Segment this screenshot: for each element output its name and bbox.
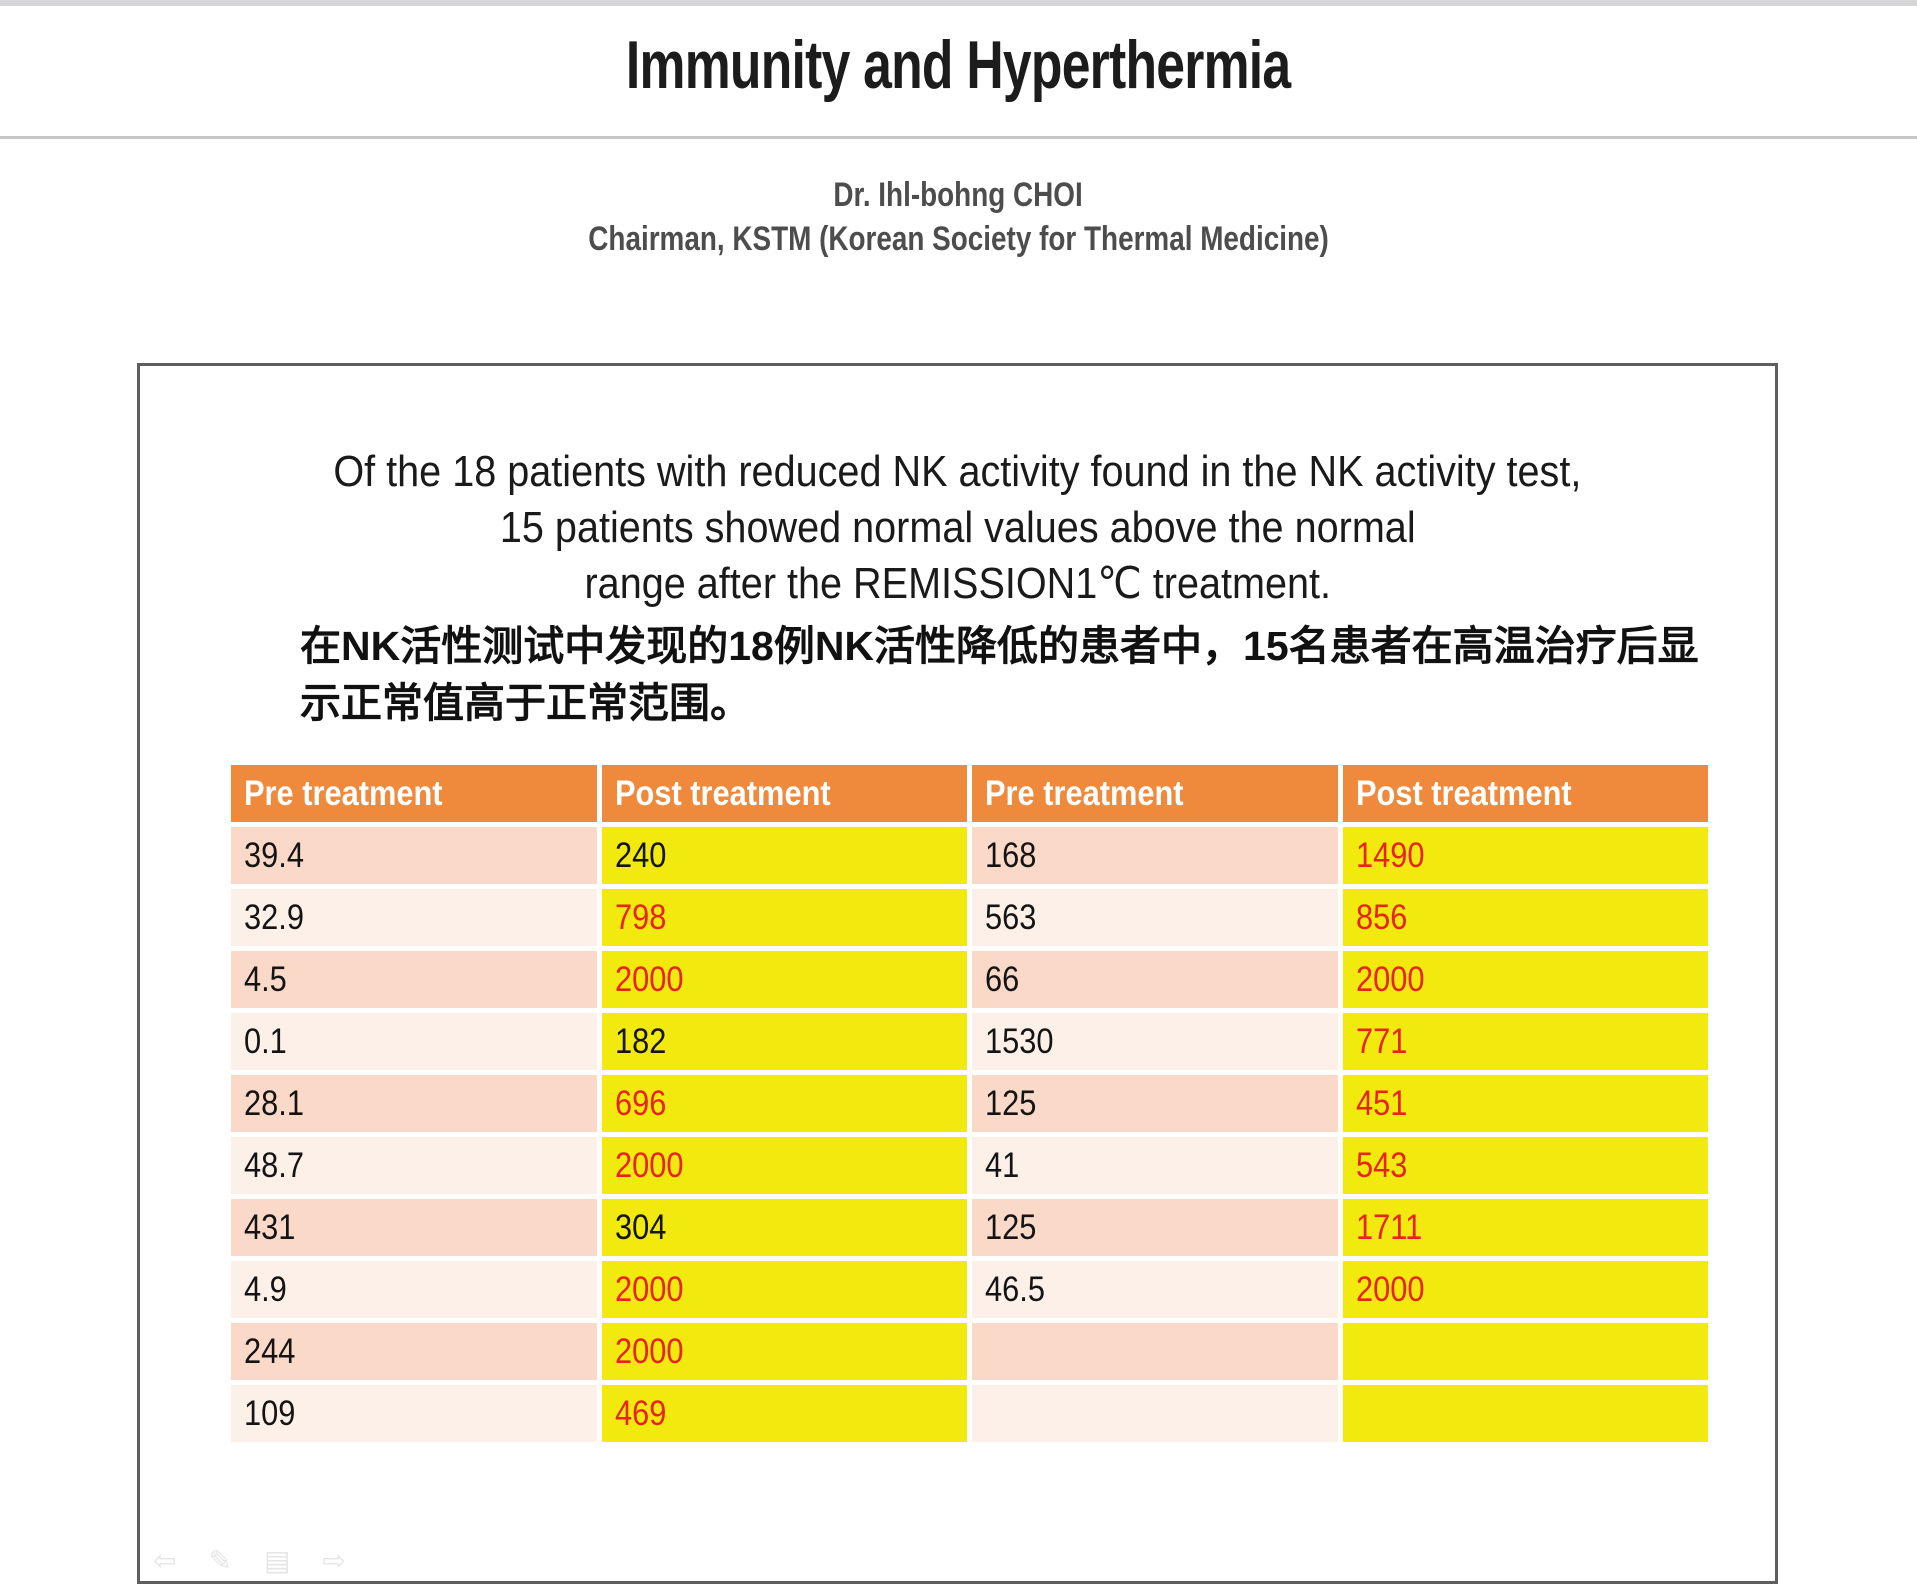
next-slide-icon[interactable]: ⇨ — [322, 1545, 346, 1576]
table-row: 48.7 2000 41 543 — [231, 1137, 1708, 1194]
table-row: 4.9 2000 46.5 2000 — [231, 1261, 1708, 1318]
body-en-line1: Of the 18 patients with reduced NK activ… — [333, 447, 1582, 496]
table-cell: 798 — [601, 889, 967, 946]
table-cell: 2000 — [601, 1137, 967, 1194]
body-en-line2: 15 patients showed normal values above t… — [499, 503, 1416, 552]
col-header-pre-2: Pre treatment — [972, 765, 1338, 822]
table-cell: 2000 — [601, 1261, 967, 1318]
table-cell — [1342, 1385, 1708, 1442]
table-row: 0.1 182 1530 771 — [231, 1013, 1708, 1070]
table-cell: 0.1 — [231, 1013, 597, 1070]
table-row: 244 2000 — [231, 1323, 1708, 1380]
table-row: 109 469 — [231, 1385, 1708, 1442]
body-en-line3: range after the REMISSION1℃ treatment. — [584, 559, 1331, 608]
pen-icon[interactable]: ✎ — [208, 1545, 232, 1576]
table-cell: 4.5 — [231, 951, 597, 1008]
title-divider — [0, 136, 1917, 139]
nk-activity-table: Pre treatment Post treatment Pre treatme… — [226, 760, 1713, 1447]
table-cell: 696 — [601, 1075, 967, 1132]
table-cell: 856 — [1342, 889, 1708, 946]
col-header-post-1: Post treatment — [601, 765, 967, 822]
table-cell: 1711 — [1342, 1199, 1708, 1256]
table-cell — [972, 1323, 1338, 1380]
table-cell: 168 — [972, 827, 1338, 884]
table-cell: 182 — [601, 1013, 967, 1070]
table-cell: 125 — [972, 1199, 1338, 1256]
table-row: 4.5 2000 66 2000 — [231, 951, 1708, 1008]
body-zh-line2: 示正常值高于正常范围。 — [300, 680, 751, 726]
table-row: 28.1 696 125 451 — [231, 1075, 1708, 1132]
table-header-row: Pre treatment Post treatment Pre treatme… — [231, 765, 1708, 822]
table-cell — [1342, 1323, 1708, 1380]
page-title: Immunity and Hyperthermia — [0, 26, 1917, 104]
content-box: Of the 18 patients with reduced NK activ… — [137, 363, 1778, 1584]
col-header-pre-1: Pre treatment — [231, 765, 597, 822]
author-affiliation: Chairman, KSTM (Korean Society for Therm… — [588, 220, 1329, 258]
table-cell: 109 — [231, 1385, 597, 1442]
top-gray-bar — [0, 0, 1917, 6]
body-zh-line1: 在NK活性测试中发现的18例NK活性降低的患者中，15名患者在高温治疗后显 — [300, 623, 1699, 669]
table-cell: 2000 — [1342, 1261, 1708, 1318]
table-cell: 1490 — [1342, 827, 1708, 884]
table-cell: 4.9 — [231, 1261, 597, 1318]
body-text-chinese: 在NK活性测试中发现的18例NK活性降低的患者中，15名患者在高温治疗后显 示正… — [140, 618, 1775, 732]
table-cell: 240 — [601, 827, 967, 884]
table-cell: 32.9 — [231, 889, 597, 946]
table-cell: 39.4 — [231, 827, 597, 884]
table-cell: 2000 — [1342, 951, 1708, 1008]
table-cell: 543 — [1342, 1137, 1708, 1194]
table-cell: 66 — [972, 951, 1338, 1008]
table-cell: 304 — [601, 1199, 967, 1256]
table-row: 431 304 125 1711 — [231, 1199, 1708, 1256]
body-text-english: Of the 18 patients with reduced NK activ… — [140, 444, 1775, 612]
table-cell — [972, 1385, 1338, 1442]
table-cell: 2000 — [601, 1323, 967, 1380]
table-row: 39.4 240 168 1490 — [231, 827, 1708, 884]
table-cell: 469 — [601, 1385, 967, 1442]
author-name: Dr. Ihl-bohng CHOI — [833, 176, 1084, 214]
table-cell: 1530 — [972, 1013, 1338, 1070]
table-cell: 2000 — [601, 951, 967, 1008]
table-cell: 431 — [231, 1199, 597, 1256]
col-header-post-2: Post treatment — [1342, 765, 1708, 822]
previous-slide-icon[interactable]: ⇦ — [153, 1545, 177, 1576]
table-cell: 563 — [972, 889, 1338, 946]
table-cell: 28.1 — [231, 1075, 597, 1132]
table-cell: 771 — [1342, 1013, 1708, 1070]
table-cell: 125 — [972, 1075, 1338, 1132]
table-cell: 46.5 — [972, 1261, 1338, 1318]
table-cell: 451 — [1342, 1075, 1708, 1132]
author-block: Dr. Ihl-bohng CHOI Chairman, KSTM (Korea… — [0, 173, 1917, 261]
table-row: 32.9 798 563 856 — [231, 889, 1708, 946]
table-cell: 48.7 — [231, 1137, 597, 1194]
slideshow-toolbar: ⇦ ✎ ▤ ⇨ — [153, 1544, 346, 1577]
table-cell: 41 — [972, 1137, 1338, 1194]
page-title-text: Immunity and Hyperthermia — [626, 27, 1291, 103]
table-cell: 244 — [231, 1323, 597, 1380]
slide-menu-icon[interactable]: ▤ — [263, 1545, 291, 1576]
